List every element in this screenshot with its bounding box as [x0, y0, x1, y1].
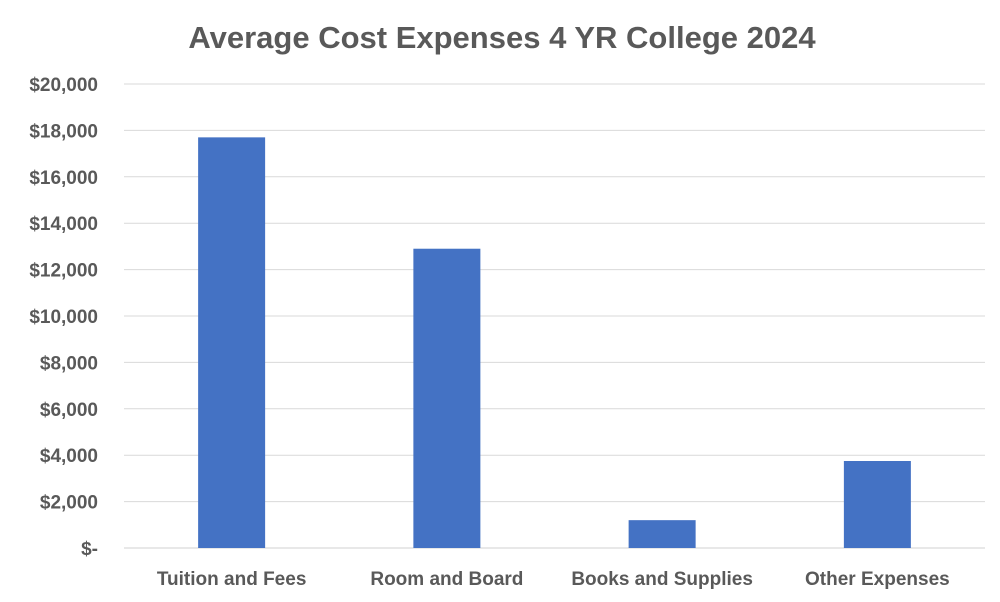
- x-category-label: Books and Supplies: [571, 569, 753, 590]
- bar-other-expenses: [843, 461, 911, 548]
- x-category-label: Room and Board: [370, 569, 523, 590]
- gridlines: [124, 83, 985, 549]
- y-tick-label: $2,000: [40, 493, 98, 514]
- y-tick-label: $6,000: [40, 400, 98, 421]
- chart-title: Average Cost Expenses 4 YR College 2024: [188, 20, 816, 55]
- x-axis-category-labels: Tuition and Fees Room and Board Books and …: [157, 569, 950, 590]
- y-tick-label: $-: [81, 539, 98, 560]
- y-tick-label: $16,000: [29, 168, 98, 189]
- y-tick-label: $20,000: [29, 75, 98, 96]
- y-tick-label: $4,000: [40, 446, 98, 467]
- x-category-label: Tuition and Fees: [157, 569, 307, 590]
- y-tick-label: $14,000: [29, 214, 98, 235]
- y-tick-label: $18,000: [29, 121, 98, 142]
- bar-books-and-supplies: [628, 520, 696, 548]
- bar-tuition-and-fees: [198, 137, 266, 549]
- bars: [198, 137, 911, 549]
- y-axis-tick-labels: $- $2,000 $4,000 $6,000 $8,000 $10,000 $12,000…: [29, 75, 98, 560]
- y-tick-label: $8,000: [40, 353, 98, 374]
- y-tick-label: $12,000: [29, 261, 98, 282]
- bar-room-and-board: [413, 248, 481, 548]
- y-tick-label: $10,000: [29, 307, 98, 328]
- x-category-label: Other Expenses: [805, 569, 950, 590]
